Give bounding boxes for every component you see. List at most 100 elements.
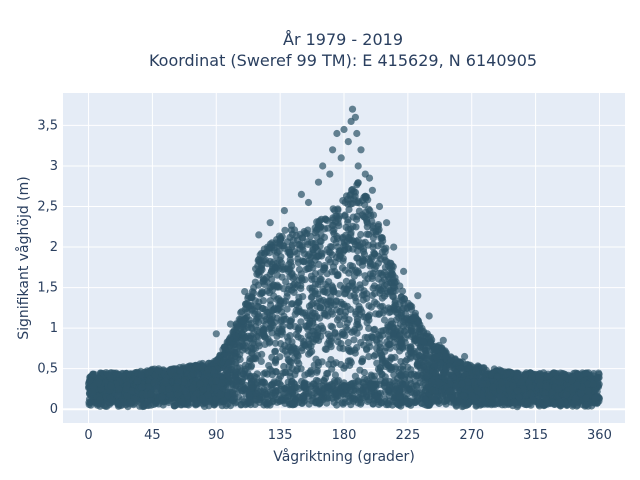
data-point (323, 370, 331, 378)
data-point (595, 380, 603, 388)
data-point (218, 379, 226, 387)
data-point (223, 391, 232, 399)
data-point (334, 271, 342, 280)
data-point (311, 229, 319, 237)
data-point (473, 386, 481, 395)
data-point (344, 200, 352, 208)
data-point (254, 387, 262, 396)
data-point (349, 245, 357, 253)
data-point (288, 243, 296, 251)
data-point (353, 254, 361, 262)
data-point (409, 314, 417, 322)
data-point (324, 283, 332, 291)
data-point (357, 230, 365, 239)
data-point (286, 322, 294, 330)
data-point (419, 337, 427, 345)
data-point (329, 227, 337, 235)
data-point (304, 369, 312, 378)
data-point (509, 382, 517, 390)
data-point (521, 370, 529, 378)
data-point (384, 399, 392, 407)
data-point (323, 216, 331, 224)
data-point (295, 325, 303, 333)
data-point (240, 398, 248, 406)
data-point (390, 332, 398, 341)
data-point (472, 367, 480, 375)
data-point (260, 386, 268, 394)
data-point (336, 247, 344, 255)
data-point (256, 290, 264, 298)
data-point (336, 281, 344, 289)
data-point (387, 353, 395, 361)
data-point (423, 372, 431, 380)
data-point (369, 284, 377, 292)
data-point (283, 351, 291, 359)
data-point (295, 265, 304, 274)
data-point (391, 363, 400, 371)
data-point (341, 211, 349, 219)
data-point (96, 369, 104, 377)
data-point (354, 179, 362, 187)
data-point (447, 356, 455, 364)
data-point (144, 383, 152, 391)
data-point (257, 357, 265, 365)
data-point (161, 377, 169, 385)
data-point (436, 379, 444, 387)
data-point (489, 383, 497, 391)
data-point (344, 345, 353, 353)
data-point (374, 221, 382, 229)
data-point (345, 235, 353, 243)
data-point (401, 357, 409, 365)
data-point (307, 342, 315, 350)
data-point (392, 398, 400, 406)
data-point (365, 205, 373, 213)
data-point (185, 362, 193, 371)
data-point (363, 217, 371, 226)
data-point (354, 321, 362, 329)
data-point (344, 218, 352, 226)
data-point (386, 363, 394, 371)
data-point (315, 260, 323, 268)
data-point (297, 284, 305, 292)
data-point (307, 272, 315, 280)
data-point (426, 341, 434, 349)
data-point (154, 367, 163, 375)
data-point (358, 196, 367, 205)
data-point (329, 360, 337, 368)
data-point (414, 333, 422, 341)
data-point (414, 339, 422, 347)
data-point (176, 366, 184, 374)
data-point (232, 367, 240, 375)
data-point (503, 370, 511, 378)
data-point (241, 361, 249, 369)
data-point (447, 369, 455, 377)
data-point (302, 322, 311, 330)
data-point (270, 306, 278, 314)
data-point (310, 327, 318, 335)
data-point (205, 359, 213, 367)
data-point (359, 256, 367, 264)
data-point (325, 256, 333, 264)
data-point (288, 300, 296, 308)
data-point (425, 332, 433, 340)
data-point (329, 205, 337, 213)
data-point (365, 311, 373, 319)
data-point (286, 233, 294, 241)
data-point (251, 278, 259, 286)
data-point (369, 269, 377, 277)
data-point (344, 338, 352, 347)
data-point (244, 301, 252, 309)
data-point (261, 334, 269, 342)
data-point (526, 389, 535, 397)
data-point (248, 349, 256, 357)
data-point (360, 250, 368, 258)
data-point (265, 289, 273, 297)
data-point (319, 304, 327, 312)
data-point (337, 298, 345, 306)
data-point (401, 310, 410, 318)
data-point (334, 219, 342, 227)
data-point (180, 378, 188, 386)
data-point (515, 393, 523, 401)
data-point (247, 363, 255, 371)
